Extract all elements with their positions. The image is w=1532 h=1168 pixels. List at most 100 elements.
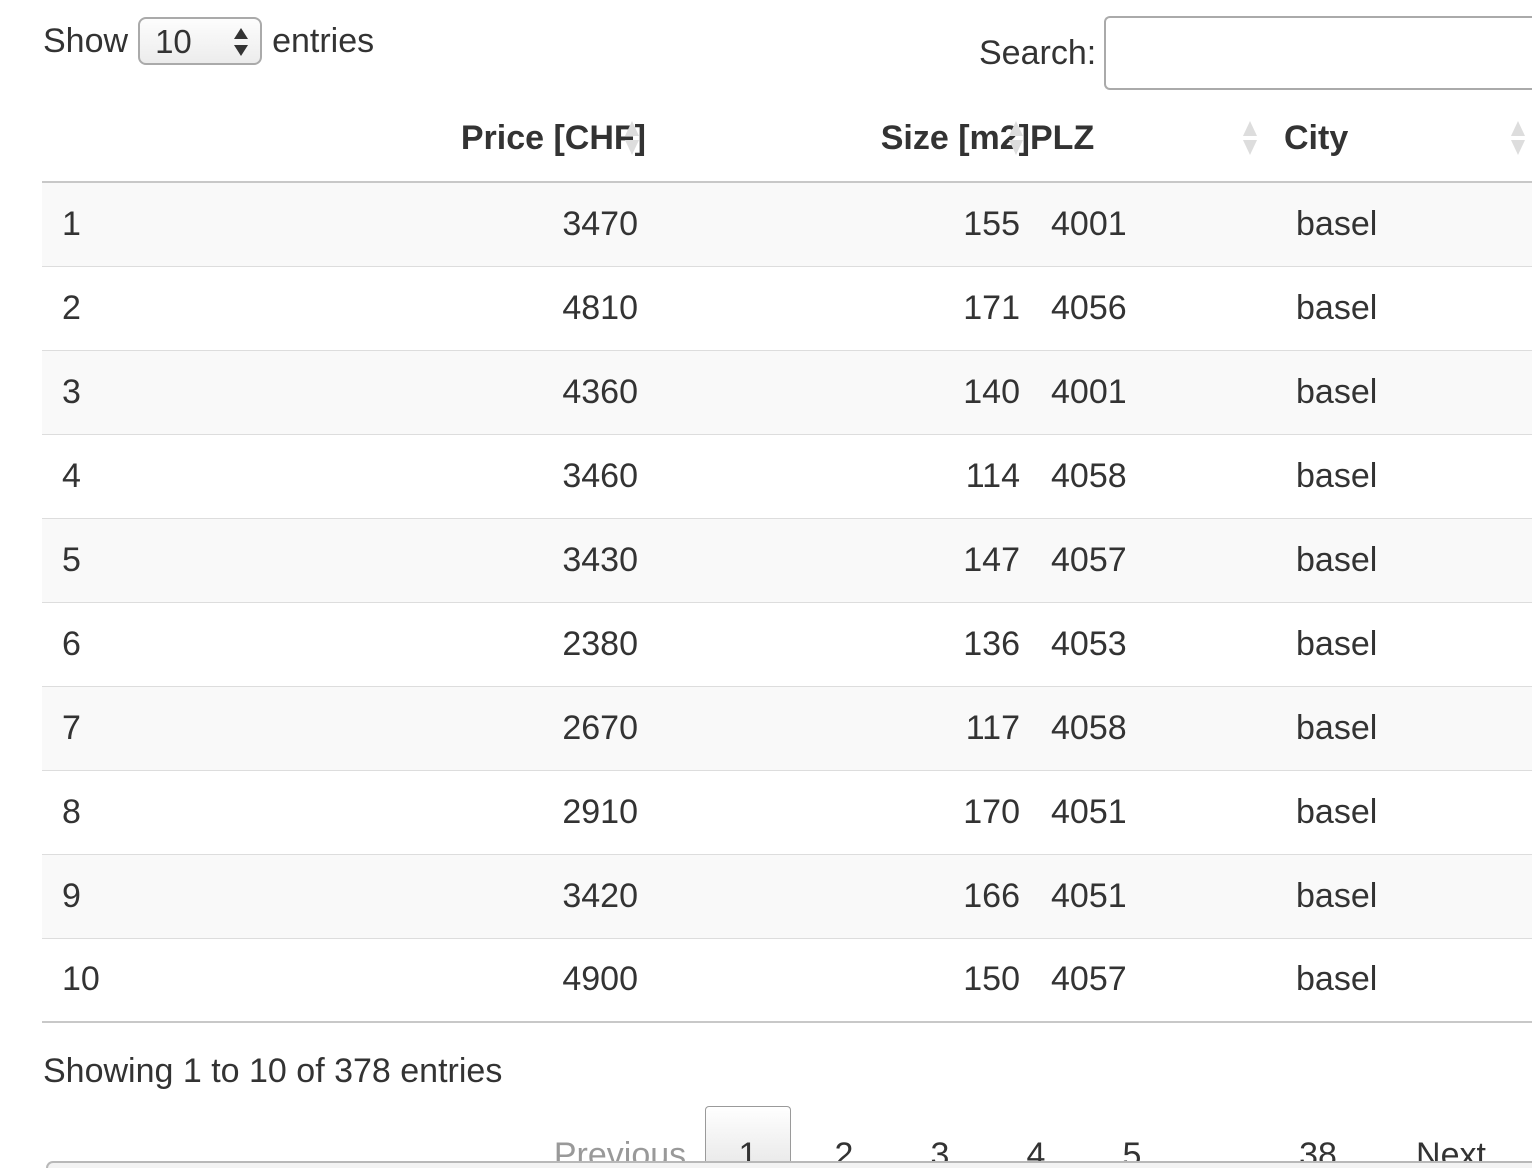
- cell-plz: 4056: [1030, 266, 1284, 351]
- cell-index: 7: [42, 686, 292, 771]
- cell-index: 6: [42, 602, 292, 687]
- cell-city: basel: [1284, 182, 1532, 267]
- select-updown-icon: [234, 28, 249, 56]
- entries-label: entries: [272, 21, 375, 60]
- cell-size: 155: [646, 182, 1030, 267]
- page-button-label: 5: [1122, 1136, 1142, 1168]
- previous-page-button[interactable]: Previous: [510, 1106, 700, 1168]
- cell-size: 150: [646, 938, 1030, 1023]
- page-button-1[interactable]: 1: [705, 1106, 791, 1168]
- cell-size: 147: [646, 518, 1030, 603]
- column-header-city[interactable]: City: [1284, 96, 1532, 183]
- cell-size: 140: [646, 350, 1030, 435]
- cell-plz: 4053: [1030, 602, 1284, 687]
- cell-price: 2670: [292, 686, 646, 771]
- cell-plz: 4058: [1030, 686, 1284, 771]
- sort-both-icon: [625, 120, 639, 155]
- table-row[interactable]: 10 4900 150 4057 basel: [42, 938, 1532, 1023]
- table-row[interactable]: 9 3420 166 4051 basel: [42, 854, 1532, 939]
- column-header-size-label: Size [m2]: [880, 119, 1030, 157]
- column-header-price-label: Price [CHF]: [460, 119, 646, 157]
- column-header-plz-label: PLZ: [1030, 119, 1095, 157]
- search-input[interactable]: [1104, 16, 1532, 90]
- cell-index: 8: [42, 770, 292, 855]
- pagination: Previous 1 2 3 4 5 … 38 Next: [510, 1106, 1496, 1168]
- sort-both-icon: [1009, 120, 1023, 155]
- page-button-last[interactable]: 38: [1270, 1106, 1366, 1168]
- cell-index: 1: [42, 182, 292, 267]
- show-label: Show: [43, 21, 129, 60]
- page-button-4[interactable]: 4: [988, 1106, 1084, 1168]
- cell-city: basel: [1284, 770, 1532, 855]
- cell-price: 4810: [292, 266, 646, 351]
- table-row[interactable]: 3 4360 140 4001 basel: [42, 350, 1532, 435]
- cell-city: basel: [1284, 266, 1532, 351]
- column-header-size[interactable]: Size [m2]: [646, 96, 1030, 183]
- cell-index: 3: [42, 350, 292, 435]
- page-button-label: 3: [930, 1136, 950, 1168]
- data-table: Price [CHF] Size [m2] PLZ: [42, 96, 1532, 1023]
- cell-size: 114: [646, 434, 1030, 519]
- table-row[interactable]: 8 2910 170 4051 basel: [42, 770, 1532, 855]
- cell-price: 3430: [292, 518, 646, 603]
- sort-both-icon: [1243, 120, 1257, 155]
- cell-plz: 4001: [1030, 182, 1284, 267]
- cell-city: basel: [1284, 350, 1532, 435]
- column-header-price[interactable]: Price [CHF]: [292, 96, 646, 183]
- search-label: Search:: [979, 33, 1097, 72]
- page-button-2[interactable]: 2: [796, 1106, 892, 1168]
- table-row[interactable]: 6 2380 136 4053 basel: [42, 602, 1532, 687]
- cell-price: 2380: [292, 602, 646, 687]
- cell-city: basel: [1284, 434, 1532, 519]
- cell-city: basel: [1284, 602, 1532, 687]
- page-ellipsis: …: [1180, 1106, 1270, 1168]
- table-row[interactable]: 7 2670 117 4058 basel: [42, 686, 1532, 771]
- table-row[interactable]: 5 3430 147 4057 basel: [42, 518, 1532, 603]
- table-row[interactable]: 2 4810 171 4056 basel: [42, 266, 1532, 351]
- table-row[interactable]: 4 3460 114 4058 basel: [42, 434, 1532, 519]
- column-header-plz[interactable]: PLZ: [1030, 96, 1284, 183]
- page-button-label: 4: [1026, 1136, 1046, 1168]
- cell-city: basel: [1284, 686, 1532, 771]
- cell-price: 4900: [292, 938, 646, 1023]
- cell-plz: 4051: [1030, 770, 1284, 855]
- cell-index: 2: [42, 266, 292, 351]
- cell-index: 5: [42, 518, 292, 603]
- page-length-select[interactable]: 10: [138, 17, 263, 65]
- cell-index: 4: [42, 434, 292, 519]
- cell-price: 3460: [292, 434, 646, 519]
- table-row[interactable]: 1 3470 155 4001 basel: [42, 182, 1532, 267]
- cell-plz: 4051: [1030, 854, 1284, 939]
- search-control: Search:: [979, 16, 1532, 90]
- cell-price: 3420: [292, 854, 646, 939]
- page-button-label: 1: [738, 1136, 758, 1168]
- page-button-5[interactable]: 5: [1084, 1106, 1180, 1168]
- cell-city: basel: [1284, 518, 1532, 603]
- sort-both-icon: [1511, 120, 1525, 155]
- cell-plz: 4058: [1030, 434, 1284, 519]
- column-header-city-label: City: [1284, 119, 1349, 157]
- cell-price: 3470: [292, 182, 646, 267]
- cell-city: basel: [1284, 854, 1532, 939]
- column-header-index: [42, 96, 292, 183]
- cell-index: 10: [42, 938, 292, 1023]
- bottom-scroll-edge: [46, 1161, 1532, 1168]
- cell-size: 136: [646, 602, 1030, 687]
- cell-price: 2910: [292, 770, 646, 855]
- cell-size: 170: [646, 770, 1030, 855]
- header-row: Price [CHF] Size [m2] PLZ: [42, 96, 1532, 183]
- cell-size: 171: [646, 266, 1030, 351]
- cell-index: 9: [42, 854, 292, 939]
- table-info: Showing 1 to 10 of 378 entries: [43, 1052, 503, 1090]
- page-button-label: 2: [834, 1136, 854, 1168]
- page-button-3[interactable]: 3: [892, 1106, 988, 1168]
- cell-price: 4360: [292, 350, 646, 435]
- cell-plz: 4057: [1030, 518, 1284, 603]
- cell-city: basel: [1284, 938, 1532, 1023]
- next-page-button[interactable]: Next: [1366, 1106, 1496, 1168]
- cell-plz: 4057: [1030, 938, 1284, 1023]
- page-length-control: Show 10 entries: [43, 16, 374, 66]
- page-length-value: 10: [155, 23, 192, 60]
- cell-plz: 4001: [1030, 350, 1284, 435]
